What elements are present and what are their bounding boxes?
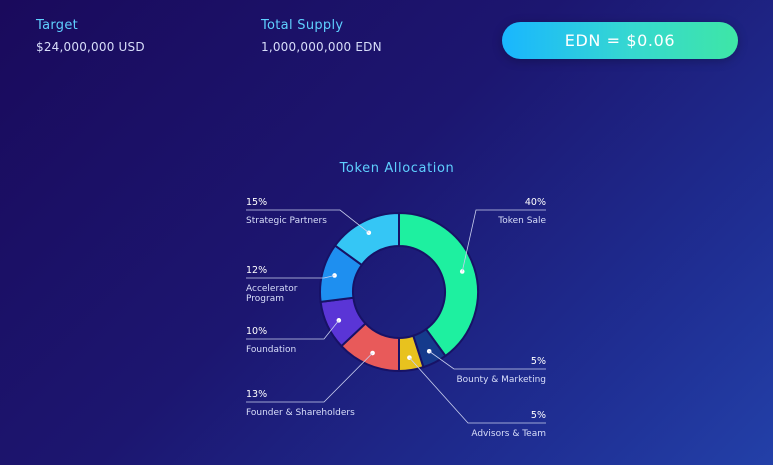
value-label-strategic-partners: 15% (246, 197, 267, 208)
value-label-accelerator-program: 12% (246, 265, 267, 276)
target-stat: Target $24,000,000 USD (36, 18, 145, 54)
slice-callouts: 40% Token Sale 5% Bounty & Marketing 5% Advis… (246, 197, 546, 439)
total-supply-label: Total Supply (261, 18, 344, 33)
chart-title: Token Allocation (339, 161, 455, 176)
slice-label-accelerator-program: Program (246, 294, 284, 304)
value-label-founder-and-shareholders: 13% (246, 389, 267, 400)
target-value: $24,000,000 USD (36, 40, 145, 54)
total-supply-value: 1,000,000,000 EDN (261, 40, 382, 54)
callout-line-token-sale (461, 209, 546, 272)
slice-label-bounty-and-marketing: Bounty & Marketing (456, 375, 546, 385)
target-label: Target (36, 18, 79, 33)
slice-label-accelerator-program: Accelerator (246, 284, 298, 294)
total-supply-stat: Total Supply 1,000,000,000 EDN (261, 18, 382, 54)
callout-line-strategic-partners (246, 209, 370, 234)
value-label-token-sale: 40% (525, 197, 546, 208)
value-label-bounty-and-marketing: 5% (531, 356, 546, 367)
callout-line-foundation (246, 320, 340, 340)
callout-line-accelerator-program (246, 275, 335, 279)
slice-token-sale (398, 211, 479, 358)
edn-price-button[interactable]: EDN = $0.06 (502, 22, 738, 59)
slice-label-token-sale: Token Sale (497, 216, 546, 226)
callout-line-bounty-and-marketing (428, 350, 546, 370)
value-label-foundation: 10% (246, 326, 267, 337)
slice-label-strategic-partners: Strategic Partners (246, 216, 327, 226)
slice-strategic-partners (333, 211, 400, 267)
slice-label-advisors-and-team: Advisors & Team (471, 429, 546, 439)
slice-label-foundation: Foundation (246, 345, 296, 355)
callout-line-founder-and-shareholders (246, 352, 373, 403)
slice-label-founder-and-shareholders: Founder & Shareholders (246, 408, 355, 418)
value-label-advisors-and-team: 5% (531, 410, 546, 421)
donut-slices (319, 211, 479, 373)
callout-line-advisors-and-team (409, 357, 546, 424)
